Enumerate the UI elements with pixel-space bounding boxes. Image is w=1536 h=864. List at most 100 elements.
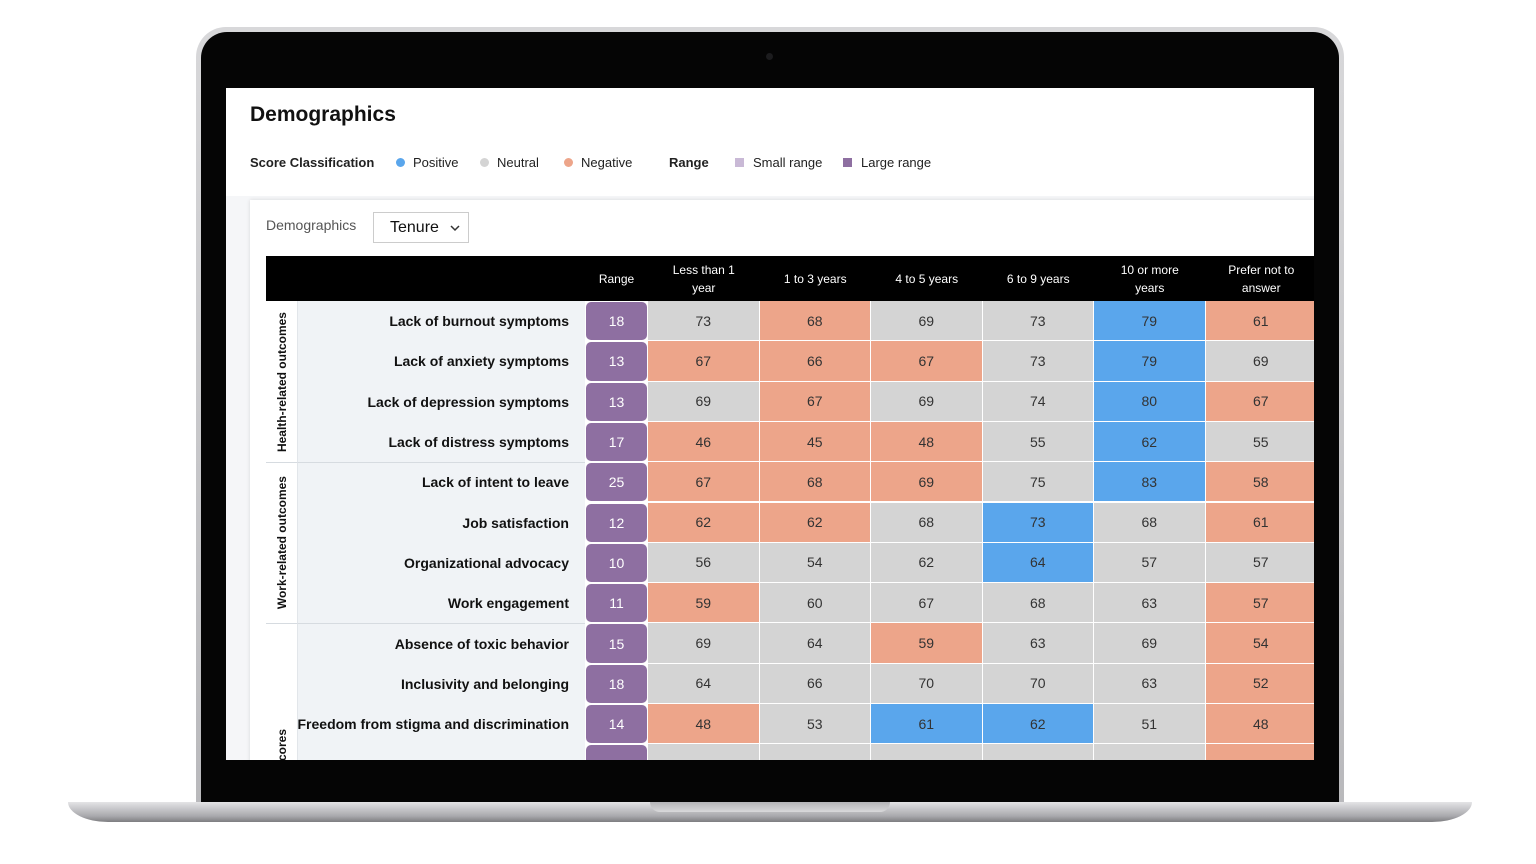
row-label: Organizational advocacy xyxy=(404,554,569,571)
range-cell: 13 xyxy=(585,381,648,422)
group-label-column xyxy=(266,301,298,463)
score-cell: 58 xyxy=(1205,462,1314,503)
score-cell: 59 xyxy=(871,623,983,664)
score-cell xyxy=(759,744,871,760)
score-cell: 67 xyxy=(648,341,760,382)
laptop-notch xyxy=(650,802,890,812)
table: Range Less than 1 year 1 to 3 years 4 to 5 … xyxy=(266,256,1314,760)
legend-swatch xyxy=(735,158,744,167)
row-label: Freedom from stigma and discrimination xyxy=(297,716,570,733)
score-cell: 48 xyxy=(648,704,760,745)
score-cell: 62 xyxy=(648,502,760,543)
legend-label: Positive xyxy=(413,155,459,170)
column-header: 6 to 9 years xyxy=(982,256,1094,301)
laptop-base xyxy=(68,802,1472,822)
score-cell: 73 xyxy=(982,502,1094,543)
range-cell: 11 xyxy=(585,583,648,624)
legend-item: Positive xyxy=(396,155,459,170)
score-cell: 62 xyxy=(1094,421,1206,463)
score-cell: 66 xyxy=(759,663,871,704)
range-cell: 10 xyxy=(585,542,648,584)
score-cell: 55 xyxy=(982,421,1094,463)
column-header: Range xyxy=(585,256,648,301)
score-cell: 57 xyxy=(1205,542,1314,584)
score-cell: 67 xyxy=(871,583,983,624)
score-cell: 46 xyxy=(648,421,760,463)
group-label-column xyxy=(266,462,298,624)
legend-label: Small range xyxy=(753,155,823,170)
score-cell: 55 xyxy=(1205,421,1314,463)
legend-swatch xyxy=(843,158,852,167)
score-cell: 60 xyxy=(759,583,871,624)
group-label: Work-related outcomes xyxy=(266,462,298,623)
row-label: Lack of burnout symptoms xyxy=(389,313,569,330)
legend-dot xyxy=(480,158,489,167)
score-cell: 53 xyxy=(759,704,871,745)
score-cell xyxy=(648,744,760,760)
legend-dot xyxy=(396,158,405,167)
score-cell: 73 xyxy=(982,341,1094,382)
score-cell: 68 xyxy=(871,502,983,543)
score-cell: 67 xyxy=(871,341,983,382)
score-cell: 52 xyxy=(1205,663,1314,704)
score-cell: 73 xyxy=(648,301,760,342)
legend-dot xyxy=(564,158,573,167)
score-cell: 79 xyxy=(1094,301,1206,342)
score-cell: 69 xyxy=(648,623,760,664)
range-cell: 14 xyxy=(585,704,648,745)
range-cell: 18 xyxy=(585,663,648,704)
group-label-text: Health-related outcomes xyxy=(275,311,289,452)
legend-label: Large range xyxy=(861,155,932,170)
filter-label: Demographics xyxy=(266,217,357,233)
score-cell: 62 xyxy=(871,542,983,584)
legend-label: Negative xyxy=(581,155,633,170)
group-label-text: r scores xyxy=(275,729,289,760)
group-label: r scores xyxy=(266,726,298,760)
range-cell: 12 xyxy=(585,502,648,543)
camera xyxy=(766,53,773,60)
score-cell: 75 xyxy=(982,462,1094,503)
score-cell xyxy=(871,744,983,760)
score-cell: 64 xyxy=(982,542,1094,584)
row-label: Lack of intent to leave xyxy=(421,474,569,491)
range-cell: 18 xyxy=(585,301,648,342)
legend-title: Range xyxy=(669,155,709,170)
score-cell: 56 xyxy=(648,542,760,584)
row-label: Lack of anxiety symptoms xyxy=(393,353,569,370)
score-cell: 54 xyxy=(759,542,871,584)
score-cell: 62 xyxy=(759,502,871,543)
column-header: 1 to 3 years xyxy=(759,256,871,301)
score-cell: 74 xyxy=(982,381,1094,422)
score-cell: 68 xyxy=(759,301,871,342)
score-cell: 45 xyxy=(759,421,871,463)
score-cell: 61 xyxy=(1205,301,1314,342)
range-cell: 17 xyxy=(585,421,648,463)
range-cell xyxy=(585,744,648,760)
row-label: Job satisfaction xyxy=(462,514,569,531)
group-label: Health-related outcomes xyxy=(266,301,298,462)
legend-item: Large range xyxy=(843,155,931,170)
row-label: Work engagement xyxy=(447,595,569,612)
header xyxy=(226,88,1314,196)
score-cell: 61 xyxy=(871,704,983,745)
score-cell: 63 xyxy=(1094,583,1206,624)
score-cell: 63 xyxy=(982,623,1094,664)
column-header: 4 to 5 years xyxy=(871,256,983,301)
score-cell: 48 xyxy=(1205,704,1314,745)
score-cell: 73 xyxy=(982,301,1094,342)
range-cell: 13 xyxy=(585,341,648,382)
range-cell: 25 xyxy=(585,462,648,503)
legend-item: Small range xyxy=(735,155,822,170)
page-title: Demographics xyxy=(250,103,396,126)
row-label: Lack of distress symptoms xyxy=(388,434,569,451)
group-background xyxy=(266,301,585,463)
column-header: 10 or more years xyxy=(1094,256,1206,301)
tenure-select[interactable]: Tenure xyxy=(373,212,469,243)
score-cell: 69 xyxy=(648,381,760,422)
score-cell: 68 xyxy=(982,583,1094,624)
score-cell: 69 xyxy=(871,381,983,422)
score-cell: 83 xyxy=(1094,462,1206,503)
score-cell: 79 xyxy=(1094,341,1206,382)
column-header: Prefer not to answer xyxy=(1205,256,1314,301)
